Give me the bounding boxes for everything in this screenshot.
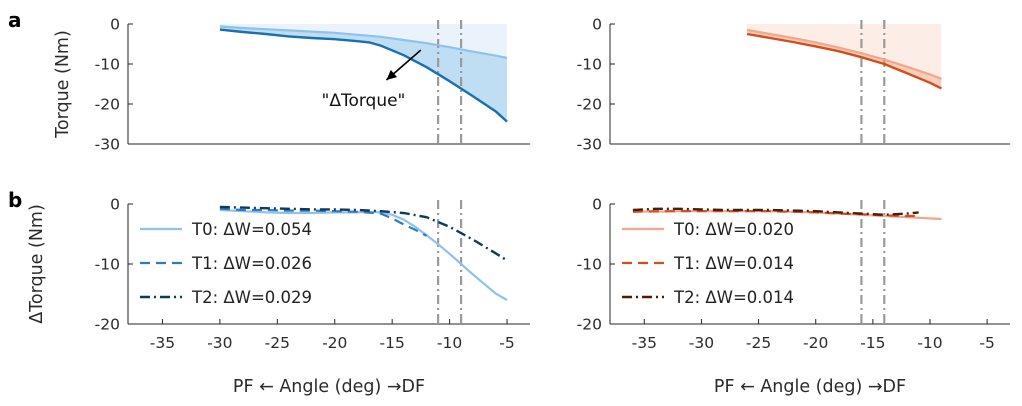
y-tick-label: 0 (110, 16, 120, 34)
x-tick-label: -15 (380, 334, 405, 352)
y-tick-label: -10 (95, 56, 120, 74)
series-line-2 (219, 205, 508, 262)
y-tick-label: -20 (95, 96, 120, 114)
y-axis-label: ΔTorque (Nm) (27, 204, 47, 324)
x-tick-label: -30 (207, 334, 232, 352)
legend-entry: T2: ΔW=0.029 (191, 288, 312, 307)
annotation-label: "ΔTorque" (322, 91, 406, 111)
y-tick-label: -10 (577, 56, 602, 74)
legend-entry: T1: ΔW=0.014 (673, 254, 794, 273)
y-tick-label: -20 (577, 316, 602, 334)
chart-a-left: 0 -10 -20 -30 Torque (Nm) "ΔTorque" (53, 16, 530, 154)
chart-panels: 0 -10 -20 -30 Torque (Nm) "ΔTorque" 0 -10 -20 -30… (27, 16, 1010, 397)
x-tick-label: -5 (499, 334, 514, 352)
chart-a-right: 0 -10 -20 -30 (577, 16, 1010, 154)
x-tick-label: -5 (979, 334, 994, 352)
y-tick-label: 0 (592, 16, 602, 34)
y-tick-label: 0 (110, 196, 120, 214)
series-line-0 (219, 25, 508, 60)
x-tick-label: -20 (322, 334, 347, 352)
y-axis-label: Torque (Nm) (53, 30, 73, 139)
series-line-1 (746, 32, 942, 90)
x-tick-label: -35 (632, 334, 657, 352)
x-axis-label: PF ← Angle (deg) →DF (233, 377, 425, 397)
series-line-0 (219, 208, 508, 301)
chart-b-left: 0 -10 -20 -35 -30 -25 -20 -15 -10 -5 ΔTorque (Nm) P… (27, 196, 530, 397)
x-tick-label: -20 (803, 334, 828, 352)
x-tick-label: -10 (437, 334, 462, 352)
y-tick-label: -30 (577, 136, 602, 154)
y-tick-label: -10 (577, 256, 602, 274)
y-tick-label: -30 (95, 136, 120, 154)
legend-entry: T1: ΔW=0.026 (191, 254, 312, 273)
x-tick-label: -15 (860, 334, 885, 352)
series-line-1 (219, 28, 508, 123)
y-tick-label: -20 (577, 96, 602, 114)
legend-entry: T0: ΔW=0.054 (191, 220, 312, 239)
x-tick-label: -35 (150, 334, 175, 352)
legend-entry: T2: ΔW=0.014 (673, 288, 794, 307)
series-line-0 (746, 28, 942, 80)
legend-entry: T0: ΔW=0.020 (673, 220, 794, 239)
y-tick-label: -20 (95, 316, 120, 334)
y-tick-label: 0 (592, 196, 602, 214)
x-tick-label: -30 (689, 334, 714, 352)
background-shade-a-left (219, 24, 507, 58)
x-tick-label: -10 (917, 334, 942, 352)
panel-letter-a: a (8, 8, 22, 32)
chart-b-right: 0 -10 -20 -35 -30 -25 -20 -15 -10 -5 PF ← Angle (d… (577, 196, 1010, 397)
x-tick-label: -25 (265, 334, 290, 352)
delta-fill-a-right (747, 30, 942, 89)
series-line-2 (632, 207, 919, 217)
x-axis-label: PF ← Angle (deg) →DF (714, 377, 906, 397)
x-tick-label: -25 (746, 334, 771, 352)
y-tick-label: -10 (95, 256, 120, 274)
panel-letter-b: b (8, 188, 22, 212)
annotation-arrow-head (386, 69, 398, 80)
delta-fill-a-left (219, 26, 507, 122)
